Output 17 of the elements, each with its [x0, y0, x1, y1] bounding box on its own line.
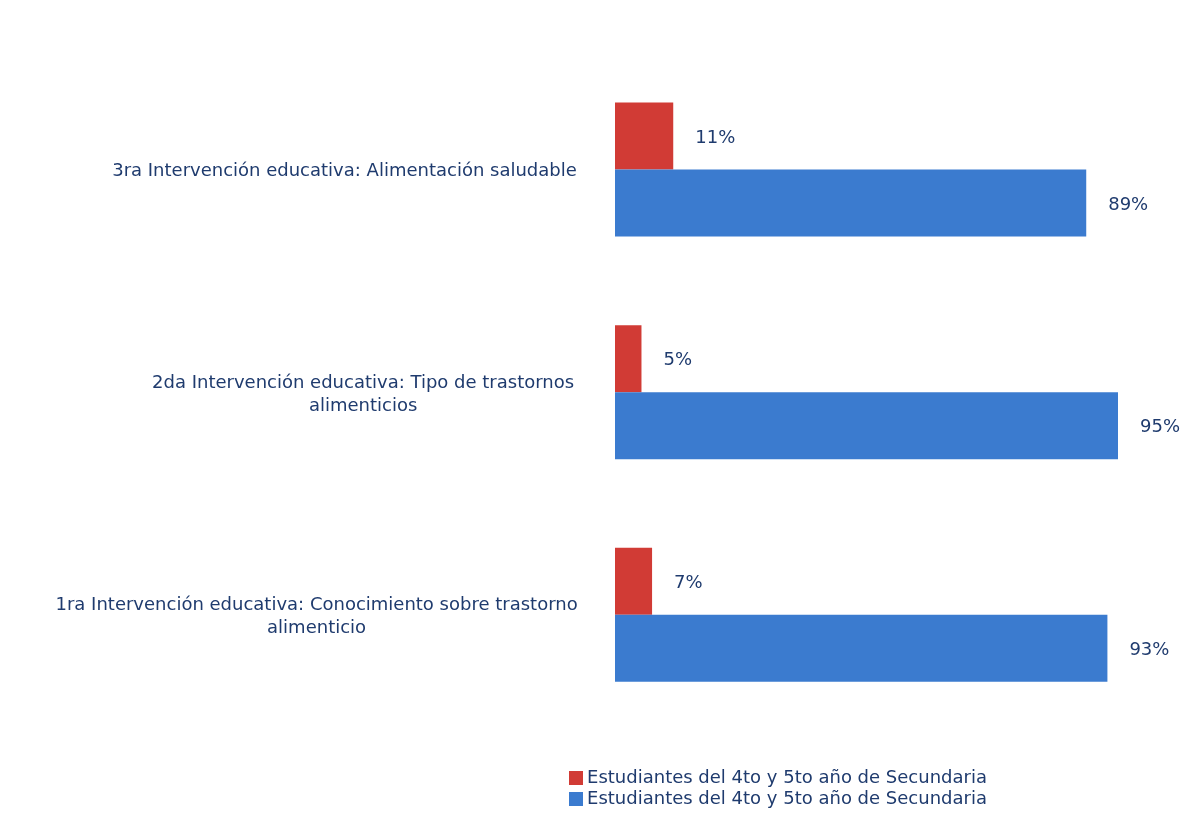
y-tick-label: 1ra Intervención educativa: Conocimiento sobre trastorno alimenticio — [55, 592, 578, 637]
data-label: 11% — [695, 125, 736, 147]
legend-label: Estudiantes del 4to y 5to año de Secundaria — [587, 787, 987, 808]
data-label: 5% — [663, 348, 693, 370]
legend-label: Estudiantes del 4to y 5to año de Secundaria — [587, 766, 987, 787]
y-tick-label: 2da Intervención educativa: Tipo de trastornos alimenticios — [152, 370, 575, 414]
bar — [615, 102, 674, 170]
bar — [615, 169, 1087, 237]
bar — [615, 392, 1118, 460]
bar — [615, 547, 653, 615]
data-label: 89% — [1108, 192, 1149, 214]
data-label: 7% — [674, 570, 703, 592]
y-tick-label: 3ra Intervención educativa: Alimentación saludable — [112, 158, 577, 180]
bar — [615, 614, 1108, 682]
bar — [615, 325, 642, 393]
data-label: 95% — [1140, 415, 1181, 437]
data-label: 93% — [1129, 637, 1170, 659]
